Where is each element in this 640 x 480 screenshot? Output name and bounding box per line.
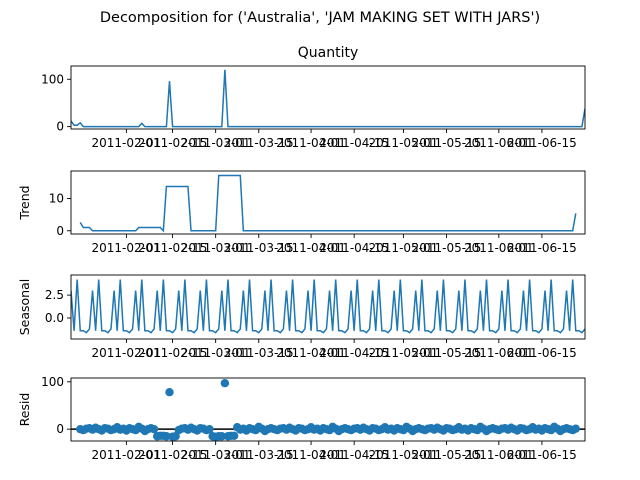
seasonal-xtick-label: 2011-02-15 xyxy=(138,346,208,360)
trend-xtick-label: 2011-06-15 xyxy=(507,241,577,255)
resid-point xyxy=(217,432,227,441)
resid-xtick-label: 2011-02-15 xyxy=(138,448,208,462)
seasonal-data xyxy=(71,279,585,334)
observed-xtick-label: 2011-04-15 xyxy=(319,136,389,150)
trend-panel: 0 10 2011-02-012011-02-152011-03-012011-03… xyxy=(17,170,586,255)
resid-ytick-label: 100 xyxy=(41,375,64,389)
seasonal-xtick-label: 2011-06-15 xyxy=(507,346,577,360)
observed-xtick-label: 2011-03-15 xyxy=(224,136,294,150)
trend-xtick-label: 2011-02-01 xyxy=(92,241,162,255)
resid-point xyxy=(220,379,230,388)
observed-xtick-label: 2011-02-15 xyxy=(138,136,208,150)
resid-point xyxy=(165,388,174,397)
resid-ylabel: Resid xyxy=(17,393,32,427)
resid-xtick-label: 2011-05-15 xyxy=(412,448,482,462)
observed-data xyxy=(71,69,585,128)
trend-xtick-label: 2011-03-01 xyxy=(181,241,251,255)
resid-point xyxy=(571,424,580,433)
seasonal-ytick-label: 0.0 xyxy=(45,311,64,325)
observed-ytick-label: 100 xyxy=(41,72,64,86)
resid-point xyxy=(229,431,239,440)
trend-data xyxy=(79,174,577,233)
trend-xtick-label: 2011-04-01 xyxy=(276,241,346,255)
observed-xtick-label: 2011-06-15 xyxy=(507,136,577,150)
trend-xtick-label: 2011-04-15 xyxy=(319,241,389,255)
trend-xtick-label: 2011-05-15 xyxy=(412,241,482,255)
trend-axes-frame xyxy=(70,170,586,235)
trend-ytick-label: 10 xyxy=(49,191,64,205)
trend-xtick-label: 2011-06-01 xyxy=(464,241,534,255)
resid-xtick-label: 2011-06-15 xyxy=(507,448,577,462)
resid-xtick-label: 2011-02-01 xyxy=(92,448,162,462)
resid-panel: 01002011-02-012011-02-152011-03-012011-0… xyxy=(17,375,586,462)
seasonal-xtick-label: 2011-05-01 xyxy=(369,346,439,360)
observed-panel: 01002011-02-012011-02-152011-03-012011-0… xyxy=(41,45,586,150)
seasonal-xtick-label: 2011-03-01 xyxy=(181,346,251,360)
seasonal-xtick-label: 2011-03-15 xyxy=(224,346,294,360)
seasonal-series-line xyxy=(71,279,585,334)
resid-point xyxy=(162,432,171,441)
seasonal-ytick-label: 2.5 xyxy=(45,288,64,302)
observed-title: Quantity xyxy=(298,45,359,61)
trend-xtick-label: 2011-05-01 xyxy=(369,241,439,255)
resid-xtick-label: 2011-04-01 xyxy=(276,448,346,462)
trend-xtick-label: 2011-03-15 xyxy=(224,241,294,255)
resid-xtick-label: 2011-05-01 xyxy=(369,448,439,462)
trend-series-line xyxy=(79,174,577,233)
figure-suptitle: Decomposition for ('Australia', 'JAM MAK… xyxy=(100,10,540,26)
seasonal-xtick-label: 2011-05-15 xyxy=(412,346,482,360)
observed-xtick-label: 2011-06-01 xyxy=(464,136,534,150)
trend-ytick-label: 0 xyxy=(56,224,64,238)
resid-xtick-label: 2011-04-15 xyxy=(319,448,389,462)
seasonal-xtick-label: 2011-02-01 xyxy=(92,346,162,360)
seasonal-ylabel: Seasonal xyxy=(17,279,32,336)
trend-xtick-label: 2011-02-15 xyxy=(138,241,208,255)
observed-xtick-label: 2011-05-15 xyxy=(412,136,482,150)
observed-xtick-label: 2011-05-01 xyxy=(369,136,439,150)
seasonal-xtick-label: 2011-06-01 xyxy=(464,346,534,360)
resid-ytick-label: 0 xyxy=(56,422,64,436)
observed-ytick-label: 0 xyxy=(56,120,64,134)
resid-xtick-label: 2011-06-01 xyxy=(464,448,534,462)
seasonal-xtick-label: 2011-04-15 xyxy=(319,346,389,360)
resid-point xyxy=(149,424,159,434)
resid-axes-frame xyxy=(70,377,586,442)
observed-axes-frame xyxy=(70,65,586,130)
seasonal-panel: 0.02.52011-02-012011-02-152011-03-012011… xyxy=(17,274,586,360)
seasonal-xtick-label: 2011-04-01 xyxy=(276,346,346,360)
observed-xtick-label: 2011-03-01 xyxy=(181,136,251,150)
resid-data xyxy=(71,379,585,441)
seasonal-axes-frame xyxy=(70,274,586,340)
observed-xtick-label: 2011-04-01 xyxy=(276,136,346,150)
resid-xtick-label: 2011-03-15 xyxy=(224,448,294,462)
trend-ylabel: Trend xyxy=(17,185,32,220)
resid-point xyxy=(205,424,214,434)
observed-xtick-label: 2011-02-01 xyxy=(92,136,162,150)
observed-series-line xyxy=(71,69,585,128)
resid-xtick-label: 2011-03-01 xyxy=(181,448,251,462)
